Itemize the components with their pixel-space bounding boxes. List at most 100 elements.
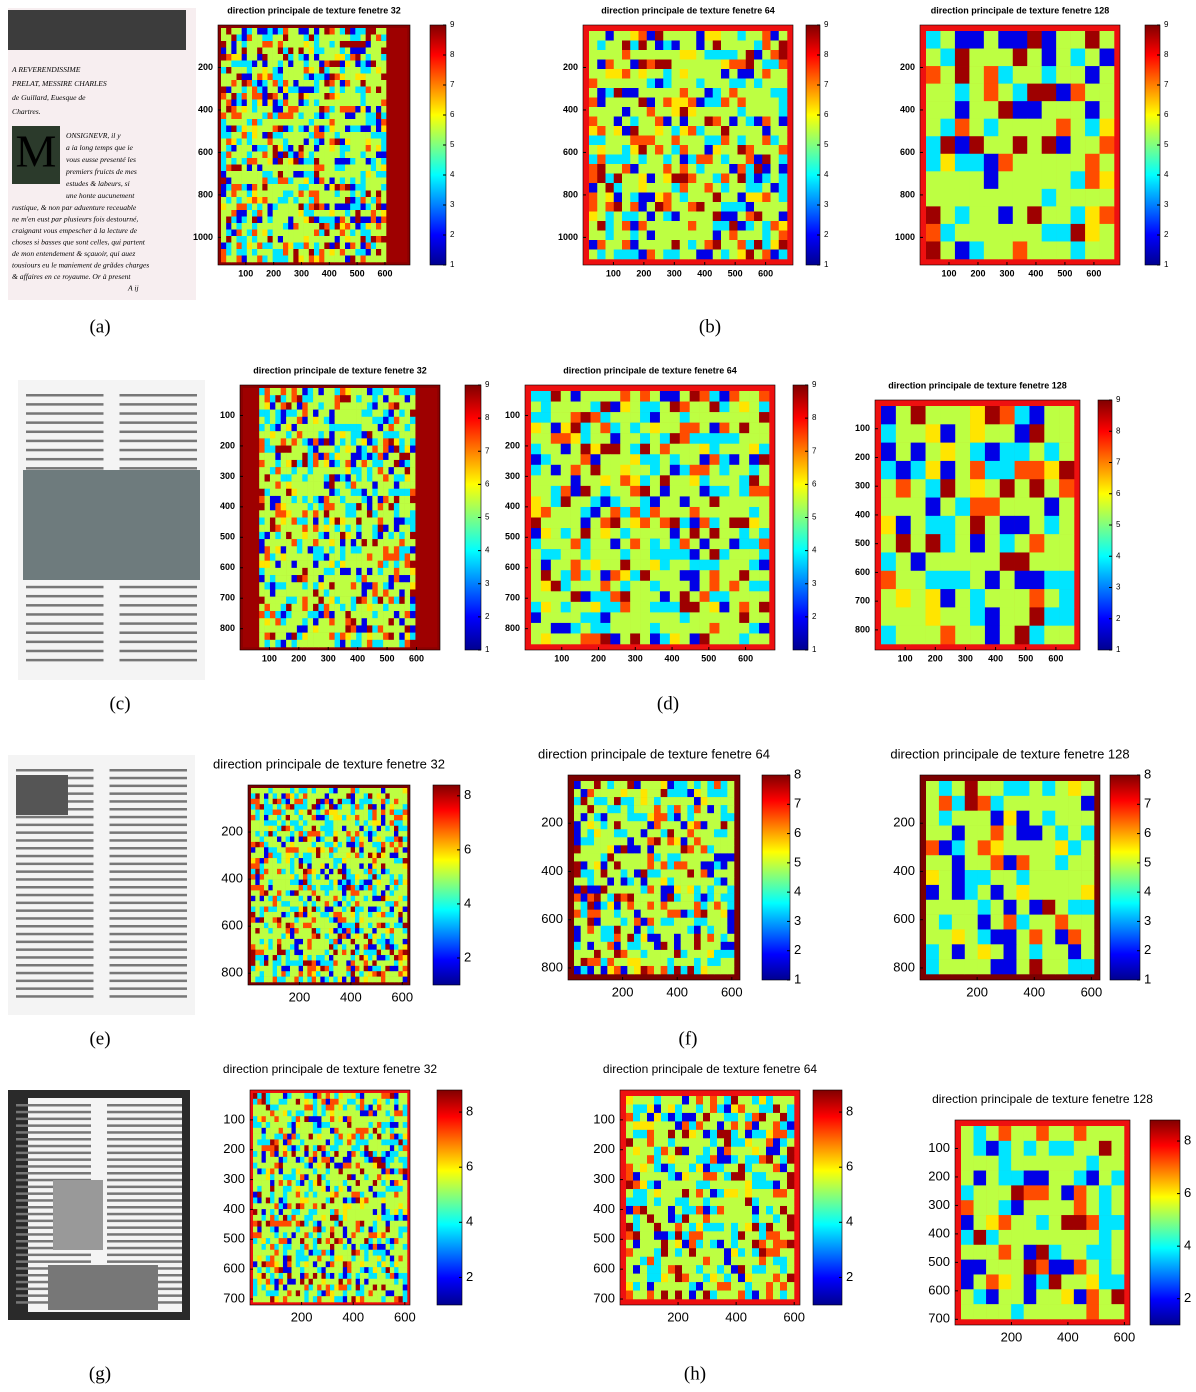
heatmap-cell <box>334 151 341 159</box>
heatmap-cell <box>940 118 956 137</box>
heatmap-cell <box>663 145 672 155</box>
heatmap-cell <box>361 481 368 490</box>
heatmap-cell <box>313 395 319 403</box>
heatmap-cell <box>277 132 284 139</box>
heatmap-cell <box>1085 101 1100 119</box>
heatmap-cell <box>253 531 260 540</box>
heatmap-cell <box>290 804 295 810</box>
heatmap-cell <box>323 582 330 590</box>
heatmap-cell <box>401 119 408 126</box>
heatmap-cell <box>925 589 941 608</box>
heatmap-cell <box>236 138 242 146</box>
heatmap-cell <box>650 591 661 603</box>
heatmap-cell <box>277 249 284 256</box>
heatmap-cell <box>729 454 740 466</box>
document-text-stripe <box>119 457 197 461</box>
heatmap-cell <box>622 31 631 41</box>
heatmap-cell <box>1014 570 1030 590</box>
heatmap-cell <box>356 459 362 468</box>
heatmap-cell <box>580 622 591 634</box>
document-text-stripe <box>109 956 187 959</box>
heatmap-cell <box>385 788 390 794</box>
heatmap-cell <box>778 135 788 146</box>
heatmap-cell <box>252 67 258 74</box>
heatmap-cell <box>983 118 999 137</box>
heatmap-cell <box>383 639 389 648</box>
heatmap-cell <box>313 402 319 410</box>
heatmap-cell <box>620 601 631 613</box>
heatmap-cell <box>372 467 379 475</box>
heatmap-cell <box>770 192 780 203</box>
heatmap-cell <box>368 825 373 832</box>
heatmap-cell <box>398 788 403 794</box>
heatmap-cell <box>334 560 341 569</box>
heatmap-cell <box>363 858 369 864</box>
heatmap-cell <box>264 423 271 432</box>
heatmap-cell <box>404 611 411 619</box>
heatmap-cell <box>268 809 273 816</box>
heatmap-cell <box>314 177 320 185</box>
heatmap-cell <box>350 395 357 403</box>
heatmap-cell <box>393 445 400 454</box>
heatmap-cell <box>385 841 390 848</box>
heatmap-cell <box>366 402 373 410</box>
heatmap-cell <box>998 31 1014 49</box>
heatmap-cell <box>288 80 294 87</box>
heatmap-cell <box>291 517 298 525</box>
heatmap-cell <box>293 106 299 113</box>
heatmap-cell <box>560 633 571 645</box>
document-text-stripe <box>119 394 197 397</box>
heatmap-cell <box>630 633 641 645</box>
document-text-stripe <box>109 839 187 842</box>
heatmap-cell <box>737 31 747 41</box>
heatmap-cell <box>605 116 615 127</box>
heatmap-cell <box>940 223 956 242</box>
heatmap-cell <box>337 836 343 843</box>
heatmap-cell <box>264 416 271 425</box>
heatmap-cell <box>277 73 284 81</box>
heatmap-cell <box>737 173 747 184</box>
heatmap-cell <box>334 236 341 243</box>
heatmap-cell <box>1099 118 1115 137</box>
heatmap-cell <box>531 464 542 476</box>
heatmap-cell <box>696 230 705 241</box>
heatmap-cell <box>679 464 690 476</box>
heatmap-cell <box>630 211 639 222</box>
heatmap-cell <box>308 164 315 172</box>
heatmap-cell <box>257 171 263 178</box>
heatmap-cell <box>277 158 284 165</box>
heatmap-cell <box>381 132 387 139</box>
heatmap-cell <box>262 86 268 94</box>
heatmap-cell <box>431 553 438 561</box>
heatmap-cell <box>954 223 970 242</box>
heatmap-cell <box>248 553 255 561</box>
heatmap-cell <box>381 236 387 243</box>
heatmap-cell <box>226 203 232 211</box>
heatmap-cell <box>410 611 416 619</box>
heatmap-cell <box>257 197 263 204</box>
heatmap-cell <box>391 112 397 120</box>
heatmap-cell <box>381 112 387 120</box>
heatmap-cell <box>540 517 552 529</box>
heatmap-cell <box>329 618 335 626</box>
heatmap-cell <box>236 86 242 94</box>
heatmap-cell <box>285 788 291 794</box>
heatmap-cell <box>388 423 395 432</box>
heatmap-cell <box>365 93 372 100</box>
heatmap-cell <box>350 73 356 81</box>
heatmap-cell <box>319 67 325 74</box>
heatmap-cell <box>345 546 352 554</box>
heatmap-cell <box>243 639 249 648</box>
heatmap-cell <box>431 611 438 619</box>
heatmap-cell <box>391 184 397 191</box>
heatmap-cell <box>605 145 615 155</box>
axes-box <box>217 24 411 266</box>
heatmap-cell <box>431 416 438 425</box>
heatmap-cell <box>679 173 689 184</box>
heatmap-cell <box>749 549 760 560</box>
heatmap-cell <box>640 570 651 582</box>
colorbar-tick-label: 1 <box>1164 260 1169 269</box>
heatmap-cell <box>638 164 648 174</box>
heatmap-cell <box>729 50 738 60</box>
heatmap-cell <box>345 503 352 511</box>
